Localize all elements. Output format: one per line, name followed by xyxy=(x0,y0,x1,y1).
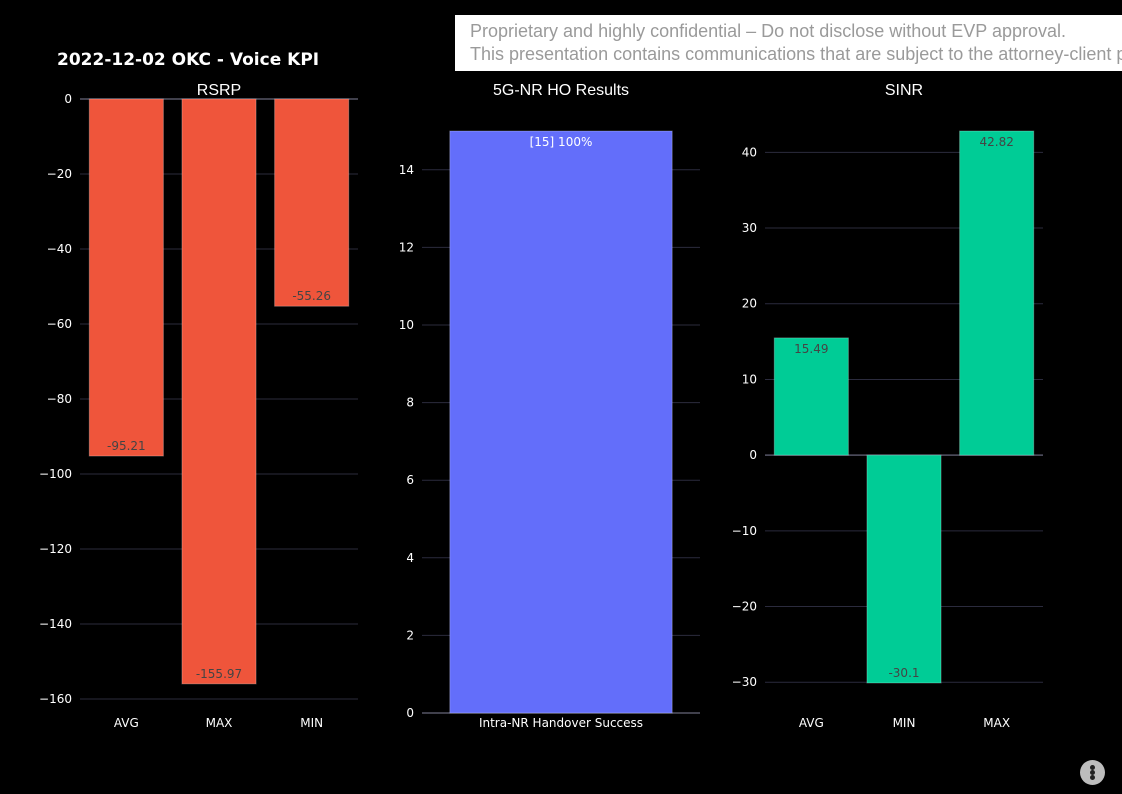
bar-avg xyxy=(773,337,849,456)
chart-panel-1: 0 −20 −40 −60 −80 −100 −120 −140 −160 RSRP -95.21 A… xyxy=(39,82,358,730)
y-tick-label: 10 xyxy=(742,372,757,386)
notice-line-2: This presentation contains communication… xyxy=(470,44,1122,64)
y-tick-label: −80 xyxy=(47,392,72,406)
y-tick-label: −30 xyxy=(732,675,757,689)
page-title: 2022-12-02 OKC - Voice KPI xyxy=(57,50,320,70)
y-tick-label: 0 xyxy=(64,92,72,106)
y-tick-label: −20 xyxy=(47,167,72,181)
y-tick-label: −10 xyxy=(732,524,757,538)
chart-panel-3: 40 30 20 10 0 −10 −20 −30 SINR 15.49 AVG -30.1 MIN 42… xyxy=(732,82,1043,730)
vertical-dots-icon[interactable] xyxy=(1080,760,1105,785)
y-tick-label: 8 xyxy=(406,396,414,410)
bar-intra-nr-handover-success xyxy=(449,130,673,714)
bar-value-label: -95.21 xyxy=(107,439,146,453)
y-tick-label: −160 xyxy=(39,692,72,706)
y-tick-label: 30 xyxy=(742,221,757,235)
y-tick-label: −140 xyxy=(39,617,72,631)
bar-min xyxy=(866,454,942,684)
bar-value-label: -30.1 xyxy=(888,666,919,680)
y-tick-label: 2 xyxy=(406,628,414,642)
y-tick-label: −60 xyxy=(47,317,72,331)
subplot-title: 5G-NR HO Results xyxy=(493,82,629,99)
x-tick-label: AVG xyxy=(114,716,139,730)
bar-max xyxy=(959,130,1035,456)
bar-avg xyxy=(88,98,164,457)
x-tick-label: MAX xyxy=(206,716,233,730)
bar-value-label: [15] 100% xyxy=(530,135,593,149)
y-tick-label: 0 xyxy=(406,706,414,720)
subplot-title: RSRP xyxy=(197,82,241,99)
x-tick-label: MIN xyxy=(300,716,323,730)
bar-value-label: 42.82 xyxy=(979,135,1013,149)
y-tick-label: 20 xyxy=(742,297,757,311)
y-tick-label: −20 xyxy=(732,600,757,614)
y-tick-label: 12 xyxy=(399,240,414,254)
chart-panel-2: 0 2 4 6 8 10 12 14 5G-NR HO Results [15] 100% Intr… xyxy=(399,82,700,730)
y-tick-label: 6 xyxy=(406,473,414,487)
bar-value-label: 15.49 xyxy=(794,342,828,356)
bar-value-label: -55.26 xyxy=(292,289,331,303)
x-tick-label: MAX xyxy=(983,716,1010,730)
bar-value-label: -155.97 xyxy=(196,667,242,681)
y-tick-label: 0 xyxy=(749,448,757,462)
x-tick-label: MIN xyxy=(893,716,916,730)
x-tick-label: AVG xyxy=(799,716,824,730)
bar-max xyxy=(181,98,257,685)
bar-min xyxy=(274,98,350,307)
x-tick-label: Intra-NR Handover Success xyxy=(479,716,643,730)
notice-line-1: Proprietary and highly confidential – Do… xyxy=(470,21,1067,41)
subplot-title: SINR xyxy=(885,82,923,99)
y-tick-label: −120 xyxy=(39,542,72,556)
y-tick-label: −100 xyxy=(39,467,72,481)
y-tick-label: 40 xyxy=(742,145,757,159)
confidentiality-notice: Proprietary and highly confidential – Do… xyxy=(455,15,1122,71)
y-tick-label: 4 xyxy=(406,551,414,565)
y-tick-label: 10 xyxy=(399,318,414,332)
y-tick-label: 14 xyxy=(399,163,414,177)
y-tick-label: −40 xyxy=(47,242,72,256)
